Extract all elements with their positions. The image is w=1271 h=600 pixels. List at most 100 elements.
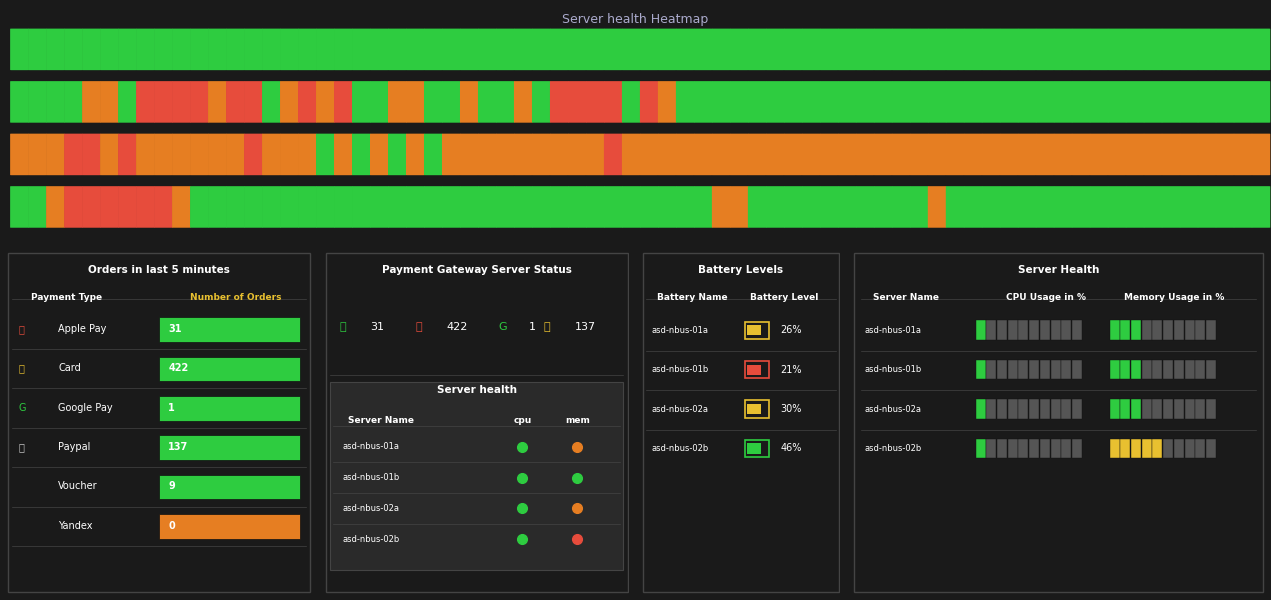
FancyBboxPatch shape [226, 134, 245, 175]
FancyBboxPatch shape [1089, 29, 1108, 70]
FancyBboxPatch shape [1018, 439, 1028, 458]
FancyBboxPatch shape [100, 29, 118, 70]
FancyBboxPatch shape [159, 475, 300, 499]
FancyBboxPatch shape [1071, 186, 1091, 228]
Text: Card: Card [58, 363, 81, 373]
FancyBboxPatch shape [676, 29, 694, 70]
FancyBboxPatch shape [658, 134, 676, 175]
FancyBboxPatch shape [1018, 399, 1028, 419]
FancyBboxPatch shape [425, 134, 442, 175]
FancyBboxPatch shape [64, 29, 83, 70]
FancyBboxPatch shape [1030, 320, 1040, 340]
FancyBboxPatch shape [262, 81, 281, 122]
FancyBboxPatch shape [1234, 81, 1252, 122]
Text: 30%: 30% [780, 404, 802, 414]
Text: Payment Gateway Server Status: Payment Gateway Server Status [381, 265, 572, 275]
FancyBboxPatch shape [1163, 399, 1173, 419]
FancyBboxPatch shape [820, 81, 839, 122]
FancyBboxPatch shape [1036, 134, 1055, 175]
FancyBboxPatch shape [838, 186, 857, 228]
FancyBboxPatch shape [352, 29, 371, 70]
FancyBboxPatch shape [460, 134, 479, 175]
FancyBboxPatch shape [676, 134, 694, 175]
FancyBboxPatch shape [1018, 186, 1036, 228]
FancyBboxPatch shape [46, 81, 65, 122]
Text: Yandex: Yandex [58, 521, 93, 531]
FancyBboxPatch shape [747, 325, 761, 335]
FancyBboxPatch shape [963, 134, 982, 175]
Text: Server Name: Server Name [348, 416, 414, 425]
Text: Number of Orders: Number of Orders [189, 293, 281, 302]
FancyBboxPatch shape [159, 317, 300, 342]
FancyBboxPatch shape [442, 81, 460, 122]
FancyBboxPatch shape [388, 186, 407, 228]
FancyBboxPatch shape [496, 81, 515, 122]
FancyBboxPatch shape [1252, 29, 1270, 70]
FancyBboxPatch shape [352, 186, 371, 228]
FancyBboxPatch shape [28, 81, 47, 122]
FancyBboxPatch shape [946, 29, 965, 70]
Text: G: G [19, 403, 27, 413]
FancyBboxPatch shape [747, 29, 766, 70]
FancyBboxPatch shape [1179, 29, 1199, 70]
FancyBboxPatch shape [676, 81, 694, 122]
Text: Orders in last 5 minutes: Orders in last 5 minutes [88, 265, 230, 275]
FancyBboxPatch shape [586, 29, 605, 70]
FancyBboxPatch shape [280, 134, 299, 175]
FancyBboxPatch shape [352, 81, 371, 122]
Text: asd-nbus-02a: asd-nbus-02a [652, 404, 708, 413]
FancyBboxPatch shape [855, 29, 874, 70]
FancyBboxPatch shape [639, 186, 658, 228]
FancyBboxPatch shape [639, 81, 658, 122]
FancyBboxPatch shape [1008, 399, 1018, 419]
FancyBboxPatch shape [370, 186, 389, 228]
FancyBboxPatch shape [136, 186, 155, 228]
FancyBboxPatch shape [981, 81, 1000, 122]
FancyBboxPatch shape [838, 29, 857, 70]
Text: asd-nbus-02b: asd-nbus-02b [652, 444, 709, 453]
FancyBboxPatch shape [478, 134, 497, 175]
FancyBboxPatch shape [730, 29, 749, 70]
FancyBboxPatch shape [963, 186, 982, 228]
FancyBboxPatch shape [622, 81, 641, 122]
FancyBboxPatch shape [658, 186, 676, 228]
FancyBboxPatch shape [820, 186, 839, 228]
FancyBboxPatch shape [442, 29, 460, 70]
FancyBboxPatch shape [766, 134, 784, 175]
FancyBboxPatch shape [159, 356, 300, 381]
FancyBboxPatch shape [1073, 320, 1082, 340]
FancyBboxPatch shape [1163, 360, 1173, 379]
FancyBboxPatch shape [136, 134, 155, 175]
FancyBboxPatch shape [28, 29, 47, 70]
FancyBboxPatch shape [226, 81, 245, 122]
FancyBboxPatch shape [28, 186, 47, 228]
FancyBboxPatch shape [425, 29, 442, 70]
FancyBboxPatch shape [533, 186, 550, 228]
FancyBboxPatch shape [802, 134, 821, 175]
FancyBboxPatch shape [1131, 360, 1141, 379]
FancyBboxPatch shape [976, 320, 985, 340]
FancyBboxPatch shape [855, 81, 874, 122]
FancyBboxPatch shape [478, 81, 497, 122]
FancyBboxPatch shape [855, 134, 874, 175]
FancyBboxPatch shape [586, 186, 605, 228]
FancyBboxPatch shape [622, 134, 641, 175]
FancyBboxPatch shape [533, 81, 550, 122]
FancyBboxPatch shape [1120, 320, 1130, 340]
FancyBboxPatch shape [712, 81, 731, 122]
Text: Server Health: Server Health [1018, 265, 1099, 275]
FancyBboxPatch shape [874, 134, 892, 175]
FancyBboxPatch shape [262, 29, 281, 70]
FancyBboxPatch shape [1018, 134, 1036, 175]
FancyBboxPatch shape [730, 81, 749, 122]
FancyBboxPatch shape [1131, 439, 1141, 458]
FancyBboxPatch shape [159, 514, 300, 539]
Text: 137: 137 [168, 442, 188, 452]
FancyBboxPatch shape [513, 186, 533, 228]
FancyBboxPatch shape [405, 134, 425, 175]
FancyBboxPatch shape [1030, 360, 1040, 379]
Text: asd-nbus-01b: asd-nbus-01b [864, 365, 921, 374]
FancyBboxPatch shape [154, 134, 173, 175]
FancyBboxPatch shape [316, 134, 334, 175]
Text: asd-nbus-01a: asd-nbus-01a [864, 326, 921, 335]
